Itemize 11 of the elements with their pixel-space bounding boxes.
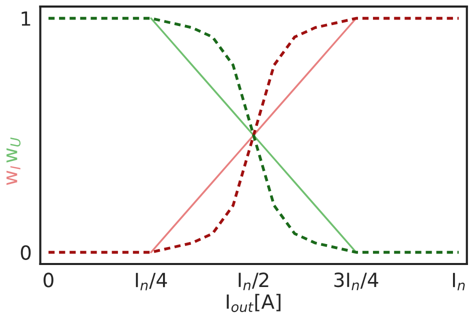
y-axis-title: w$_{I}$ [6, 166, 20, 185]
x-tick-label: 3I$_{n}$/4 [334, 272, 378, 290]
x-axis-title: I$_{out}$[A] [226, 294, 280, 312]
x-tick-label: 0 [44, 272, 54, 288]
x-tick-label: I$_{n}$/4 [136, 272, 167, 290]
y-tick-label: 1 [22, 12, 30, 26]
text: w$_{U}$ [6, 138, 21, 163]
line-series [150, 17, 358, 254]
x-tick-label: I$_{n}$/2 [238, 272, 268, 290]
line-series [47, 16, 460, 254]
x-tick-label: I$_{n}$ [453, 272, 465, 290]
